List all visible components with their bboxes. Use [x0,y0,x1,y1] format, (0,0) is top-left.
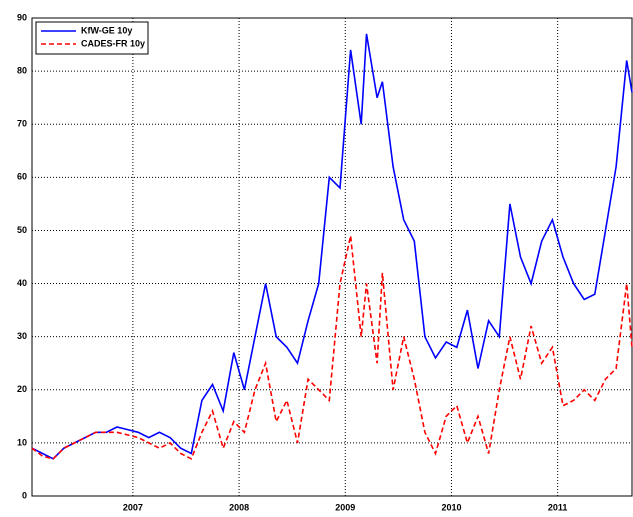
y-tick-label: 50 [17,225,27,235]
y-tick-label: 30 [17,331,27,341]
y-tick-label: 60 [17,172,27,182]
x-tick-label: 2010 [441,502,461,512]
y-tick-label: 70 [17,119,27,129]
x-tick-label: 2007 [123,502,143,512]
legend-label: KfW-GE 10y [81,25,132,35]
x-tick-label: 2011 [548,502,568,512]
y-tick-label: 10 [17,437,27,447]
series-line [31,235,633,460]
plot-frame [31,17,633,497]
y-tick-label: 40 [17,278,27,288]
y-tick-label: 20 [17,384,27,394]
x-tick-label: 2008 [229,502,249,512]
legend-box [35,21,149,55]
x-tick-label: 2009 [335,502,355,512]
series-line [31,33,633,460]
y-tick-label: 90 [17,12,27,22]
y-tick-label: 0 [22,490,27,500]
legend-label: CADES-FR 10y [81,38,145,48]
y-tick-label: 80 [17,65,27,75]
